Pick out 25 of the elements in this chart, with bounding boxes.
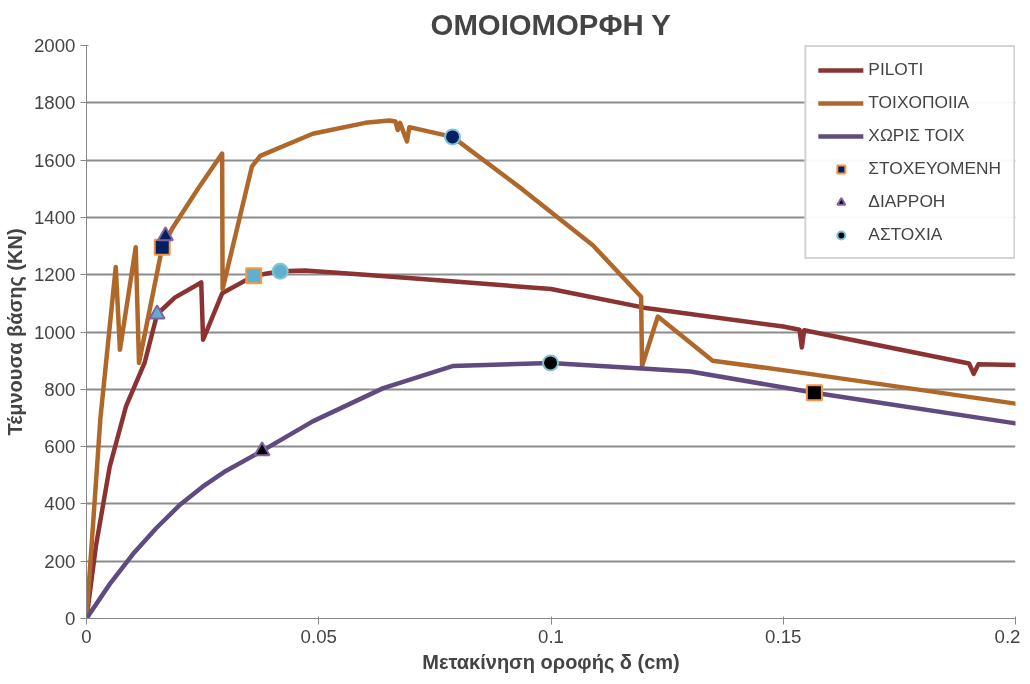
y-tick-label: 400: [44, 493, 76, 515]
legend-label: ΧΩΡΙΣ ΤΟΙΧ: [868, 125, 965, 146]
y-tick-label: 1800: [34, 92, 76, 114]
chart-title: ΟΜΟΙΟΜΟΡΦΗ Υ: [430, 7, 672, 41]
y-tick-label: 200: [44, 550, 76, 572]
legend-label: ΑΣΤΟΧΙΑ: [868, 224, 943, 245]
x-tick-label: 0.2: [994, 625, 1021, 647]
x-axis-title: Μετακίνηση οροφής δ (cm): [422, 650, 680, 673]
legend-label: PILOTI: [868, 59, 924, 80]
y-axis-title: Τέμνουσα βάσης (KN): [4, 228, 26, 436]
y-tick-label: 1000: [34, 321, 76, 343]
y-tick-label: 1200: [34, 264, 76, 286]
x-tick-label: 0.1: [538, 625, 564, 647]
y-tick-label: 2000: [34, 35, 76, 56]
legend-label: ΔΙΑΡΡΟΗ: [868, 191, 946, 212]
x-tick-label: 0.05: [300, 625, 337, 647]
y-tick-label: 0: [65, 608, 76, 629]
legend-label: ΣΤΟΧΕΥΟΜΕΝΗ: [868, 158, 1001, 179]
y-tick-label: 1600: [34, 149, 76, 171]
x-tick-label: 0.15: [765, 625, 802, 647]
y-tick-label: 600: [44, 436, 76, 458]
y-tick-label: 1400: [34, 206, 76, 228]
legend-label: ΤΟΙΧΟΠΟΙΙΑ: [868, 92, 970, 113]
x-tick-label: 0: [81, 625, 92, 647]
y-tick-label: 800: [44, 378, 76, 400]
